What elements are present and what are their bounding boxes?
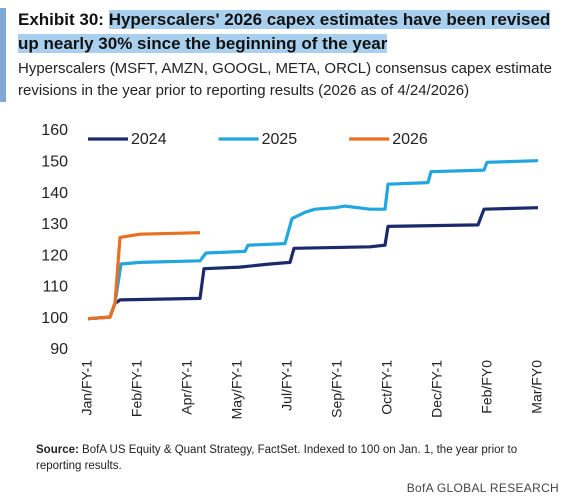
y-tick-label: 120 [41, 247, 68, 264]
x-tick-label: Sep/FY-1 [329, 360, 345, 418]
legend-label: 2024 [131, 131, 167, 148]
legend-label: 2025 [262, 131, 298, 148]
exhibit-label: Exhibit 30: [18, 10, 104, 29]
x-tick-label: Dec/FY-1 [429, 360, 445, 418]
source-text: BofA US Equity & Quant Strategy, FactSet… [36, 444, 518, 472]
footer: BofA GLOBAL RESEARCH [406, 481, 559, 495]
series-line [87, 159, 539, 321]
x-tick-label: Oct/FY-1 [379, 360, 395, 415]
source-note: Source: BofA US Equity & Quant Strategy,… [36, 442, 556, 474]
y-tick-label: 150 [41, 154, 68, 171]
source-label: Source: [36, 444, 79, 456]
y-tick-label: 130 [41, 216, 68, 233]
x-tick-label: Jul/FY-1 [279, 360, 295, 411]
title: Exhibit 30: Hyperscalers' 2026 capex est… [18, 8, 565, 56]
x-tick-label: Mar/FY0 [529, 360, 545, 414]
y-tick-label: 100 [41, 310, 68, 327]
chart-subtitle: Hyperscalers (MSFT, AMZN, GOOGL, META, O… [18, 60, 553, 99]
series-line [87, 231, 201, 321]
series-line [87, 206, 539, 321]
chart: 90 100 110 120 130 140 150 160 Jan/FY-1 Feb/FY-1 A… [41, 122, 545, 420]
y-tick-label: 140 [41, 185, 68, 202]
y-tick-label: 160 [41, 122, 68, 139]
y-tick-label: 90 [50, 341, 68, 358]
x-tick-label: Jan/FY-1 [79, 360, 95, 416]
x-tick-label: Apr/FY-1 [179, 360, 195, 415]
header: Exhibit 30: Hyperscalers' 2026 capex est… [0, 8, 565, 102]
x-tick-label: Feb/FY-1 [129, 360, 145, 417]
x-tick-label: Feb/FY0 [479, 360, 495, 414]
y-tick-label: 110 [42, 279, 68, 296]
legend-label: 2026 [392, 131, 428, 148]
x-tick-label: May/FY-1 [229, 360, 245, 420]
